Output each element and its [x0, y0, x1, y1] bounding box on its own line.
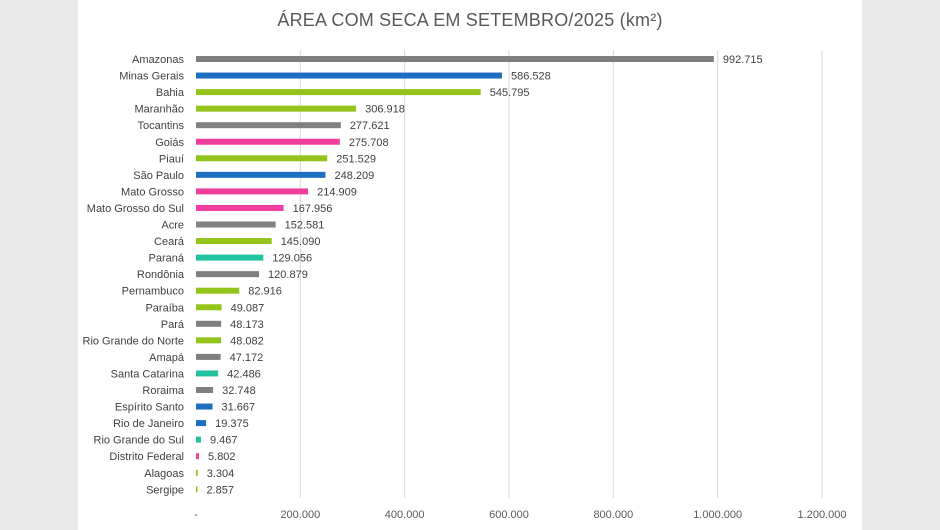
x-tick-label: - [194, 509, 198, 521]
category-label: Mato Grosso [121, 186, 184, 198]
category-label: Rio de Janeiro [113, 418, 184, 430]
data-label: 214.909 [317, 186, 357, 198]
bar [196, 155, 328, 162]
data-label: 82.916 [248, 286, 282, 298]
data-label: 145.090 [281, 236, 321, 248]
x-tick-label: 1.000.000 [693, 509, 742, 521]
data-label: 31.667 [222, 402, 256, 414]
category-label: Pernambuco [122, 286, 184, 298]
bar [196, 486, 198, 493]
bars [196, 56, 714, 493]
data-label: 167.956 [293, 203, 333, 215]
category-label: Pará [161, 319, 185, 331]
bar [196, 387, 214, 393]
category-label: Bahia [156, 87, 185, 99]
bar [196, 271, 260, 278]
bar [196, 89, 481, 96]
data-label: 120.879 [268, 269, 308, 281]
data-label: 47.172 [230, 352, 264, 364]
data-label: 49.087 [231, 302, 265, 314]
data-label: 3.304 [207, 468, 235, 480]
data-label: 129.056 [272, 253, 312, 265]
category-label: Tocantins [138, 120, 185, 132]
data-label: 248.209 [334, 170, 374, 182]
category-label: Goiás [155, 137, 184, 149]
bar [196, 453, 200, 460]
category-label: Espírito Santo [115, 402, 184, 414]
data-label: 251.529 [336, 153, 376, 165]
data-label: 275.708 [349, 137, 389, 149]
bar [196, 204, 284, 211]
category-label: São Paulo [133, 170, 184, 182]
category-label: Mato Grosso do Sul [87, 203, 184, 215]
category-label: Rondônia [137, 269, 185, 281]
data-label: 48.082 [230, 335, 264, 347]
data-label: 306.918 [365, 104, 405, 116]
data-label: 42.486 [227, 368, 261, 380]
data-label: 19.375 [215, 418, 249, 430]
bar [196, 353, 221, 360]
data-label: 992.715 [723, 54, 763, 66]
bar [196, 122, 341, 129]
bar [196, 238, 272, 245]
category-label: Paraíba [145, 302, 184, 314]
gridlines [299, 50, 823, 498]
bar [196, 337, 222, 344]
bar [196, 320, 222, 327]
data-label: 5.802 [208, 451, 236, 463]
category-label: Distrito Federal [109, 451, 184, 463]
chart-panel: ÁREA COM SECA EM SETEMBRO/2025 (km²) - 20… [78, 0, 862, 530]
x-tick-label: 400.000 [385, 509, 425, 521]
bar [196, 188, 309, 195]
bar [196, 138, 340, 145]
category-label: Ceará [154, 236, 185, 248]
x-tick-label: 800.000 [593, 509, 633, 521]
category-label: Santa Catarina [111, 368, 185, 380]
x-tick-label: 600.000 [489, 509, 529, 521]
data-label: 152.581 [285, 220, 325, 232]
bar [196, 171, 326, 178]
bar [196, 287, 240, 294]
bar [196, 469, 198, 476]
x-tick-label: 200.000 [280, 509, 320, 521]
data-label: 9.467 [210, 435, 238, 447]
bar [196, 436, 201, 443]
bar [196, 304, 222, 311]
category-label: Rio Grande do Norte [83, 335, 185, 347]
bar [196, 105, 357, 112]
category-label: Acre [161, 220, 184, 232]
data-label: 277.621 [350, 120, 390, 132]
x-tick-label: 1.200.000 [798, 509, 847, 521]
data-label: 586.528 [511, 71, 551, 83]
bar [196, 56, 714, 62]
bar [196, 403, 213, 410]
labels: - 200.000 400.000 600.000 800.000 1.000.000 1.… [83, 54, 847, 521]
category-label: Alagoas [144, 468, 184, 480]
category-label: Amapá [149, 352, 185, 364]
bar [196, 72, 502, 79]
data-label: 48.173 [230, 319, 264, 331]
category-label: Roraima [142, 385, 184, 397]
category-label: Minas Gerais [119, 71, 184, 83]
category-label: Maranhão [134, 104, 184, 116]
data-label: 545.795 [490, 87, 530, 99]
category-label: Paraná [149, 253, 185, 265]
bar-chart: - 200.000 400.000 600.000 800.000 1.000.000 1.… [83, 50, 847, 521]
category-label: Rio Grande do Sul [94, 435, 185, 447]
bar [196, 254, 264, 261]
category-label: Amazonas [132, 54, 184, 66]
data-label: 2.857 [206, 484, 234, 496]
bar [196, 420, 207, 427]
data-label: 32.748 [222, 385, 256, 397]
category-label: Piauí [159, 153, 184, 165]
bar [196, 370, 219, 377]
category-label: Sergipe [146, 484, 184, 496]
bar [196, 221, 276, 228]
chart-title: ÁREA COM SECA EM SETEMBRO/2025 (km²) [277, 10, 663, 30]
